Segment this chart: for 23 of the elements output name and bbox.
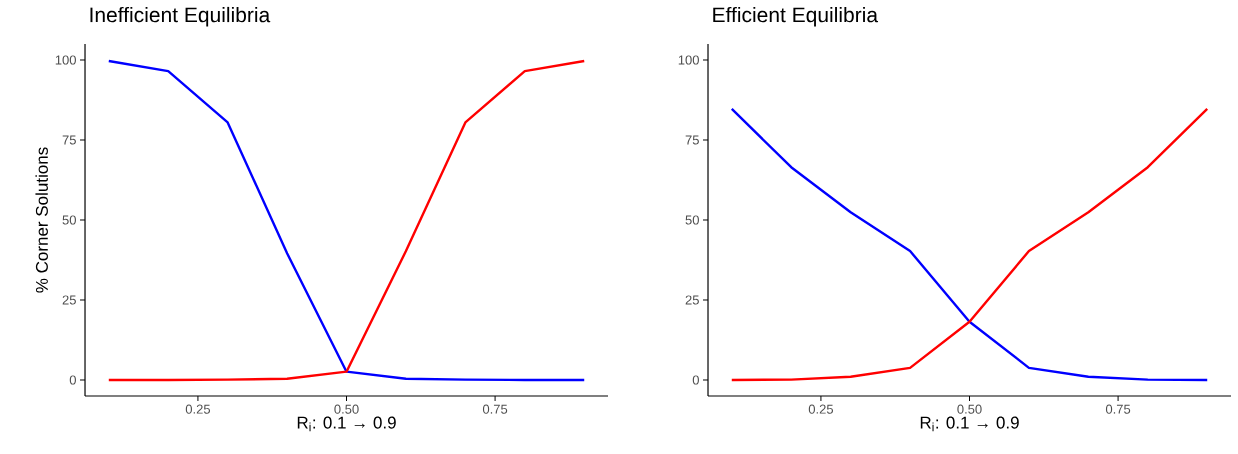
y-tick-label: 75	[685, 135, 699, 145]
x-tick-label: 0.25	[808, 404, 834, 414]
line-series	[730, 107, 1209, 382]
y-axis-title: % Corner Solutions	[35, 147, 48, 293]
y-tick-label: 50	[62, 215, 76, 225]
x-axis-title: R$_{i}$: 0.1 → 0.9	[920, 416, 1019, 432]
y-tick-label: 100	[55, 55, 76, 65]
chart-title: Efficient Equilibria	[713, 6, 879, 27]
x-tick-label: 0.75	[482, 404, 508, 414]
x-tick-label: 0.25	[185, 404, 211, 414]
y-tick-label: 25	[685, 295, 699, 305]
y-tick-label: 100	[678, 55, 699, 65]
y-tick-label: 75	[62, 135, 76, 145]
y-tick-label: 25	[62, 295, 76, 305]
x-tick-label: 0.50	[957, 404, 982, 414]
x-axis-title: R$_{i}$: 0.1 → 0.9	[297, 416, 396, 432]
y-tick-label: 0	[69, 375, 76, 385]
line-series	[107, 59, 586, 382]
x-tick-label: 0.50	[334, 404, 359, 414]
chart-title: Inefficient Equilibria	[90, 6, 271, 27]
y-tick-label: 0	[692, 375, 699, 385]
y-tick-label: 50	[685, 215, 699, 225]
x-tick-label: 0.75	[1105, 404, 1131, 414]
